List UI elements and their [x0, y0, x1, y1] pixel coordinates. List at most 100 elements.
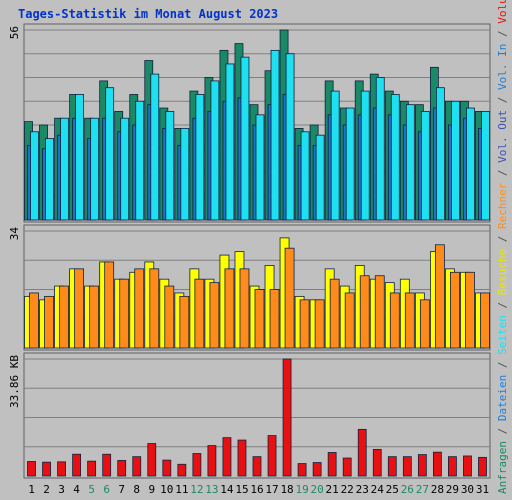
- bar-dateien-day-6: [105, 87, 115, 221]
- x-label-day-23: 23: [356, 483, 369, 496]
- bar-rechner-day-5: [89, 285, 100, 349]
- bar-dateien-day-17: [270, 49, 280, 221]
- bar-volumen-day-18: [282, 358, 292, 477]
- x-label-day-24: 24: [371, 483, 385, 496]
- bar-dateien-day-11: [180, 127, 190, 221]
- bar-rechner-day-24: [374, 275, 385, 349]
- bar-dateien-day-30: [466, 107, 475, 221]
- bar-volumen-day-27: [417, 454, 427, 477]
- x-label-day-4: 4: [73, 483, 80, 496]
- bar-rechner-day-27: [419, 299, 430, 349]
- bar-dateien-day-2: [45, 138, 54, 221]
- bar-dateien-day-10: [165, 111, 175, 221]
- bar-dateien-day-28: [435, 87, 445, 221]
- panel-besuche-rechner: [23, 224, 491, 351]
- x-label-day-13: 13: [205, 483, 218, 496]
- bar-rechner-day-18: [284, 247, 295, 349]
- bar-dateien-day-26: [405, 104, 415, 221]
- bar-dateien-day-18: [285, 53, 295, 221]
- legend-item-4: Seiten: [496, 315, 509, 355]
- bar-volumen-day-26: [402, 456, 412, 477]
- bar-volumen-day-1: [27, 461, 36, 477]
- bar-volumen-day-29: [448, 456, 457, 477]
- legend-item-5: /: [496, 295, 509, 315]
- legend-item-2: Dateien: [496, 375, 509, 421]
- x-label-day-14: 14: [220, 483, 234, 496]
- x-label-day-30: 30: [461, 483, 474, 496]
- bar-rechner-day-14: [224, 268, 235, 349]
- bar-dateien-day-22: [345, 107, 355, 221]
- bar-dateien-day-13: [210, 80, 220, 221]
- x-label-day-28: 28: [431, 483, 444, 496]
- bar-rechner-day-2: [44, 295, 54, 349]
- legend-item-12: Vol. In: [496, 44, 509, 90]
- bar-volumen-day-12: [192, 453, 202, 477]
- right-axis-legend: Anfragen / Dateien / Seiten / Besuche / …: [496, 0, 509, 494]
- x-label-day-18: 18: [280, 483, 293, 496]
- bar-volumen-day-9: [147, 443, 157, 477]
- bar-dateien-day-23: [360, 90, 370, 221]
- bar-rechner-day-22: [344, 292, 355, 349]
- legend-item-13: /: [496, 24, 509, 44]
- bar-volumen-day-30: [463, 455, 472, 477]
- bar-rechner-day-15: [239, 268, 250, 349]
- bar-dateien-day-19: [300, 131, 310, 221]
- bar-volumen-day-23: [357, 428, 367, 477]
- bar-dateien-day-21: [330, 90, 340, 221]
- bar-volumen-day-22: [342, 457, 352, 477]
- legend-item-10: Vol. Out: [496, 110, 509, 163]
- x-label-day-5: 5: [88, 483, 95, 496]
- bar-volumen-day-11: [177, 463, 187, 477]
- bar-dateien-day-7: [120, 117, 130, 221]
- y-max-label-volumen: 33.86 KB: [8, 355, 21, 408]
- bar-rechner-day-9: [149, 268, 160, 349]
- bar-dateien-day-20: [315, 134, 325, 221]
- bar-rechner-day-31: [480, 292, 490, 349]
- bar-dateien-day-4: [75, 94, 85, 221]
- bar-dateien-day-9: [150, 73, 160, 221]
- legend-item-8: Rechner: [496, 182, 509, 229]
- y-axis-labels: 56 34 33.86 KB: [8, 26, 21, 408]
- x-label-day-7: 7: [118, 483, 125, 496]
- legend-item-11: /: [496, 90, 509, 110]
- bar-rechner-day-20: [314, 299, 325, 349]
- legend-item-1: /: [496, 421, 509, 441]
- x-label-day-10: 10: [160, 483, 173, 496]
- bar-rechner-day-6: [104, 261, 115, 349]
- bar-rechner-day-4: [74, 268, 85, 349]
- bar-rechner-day-16: [254, 289, 265, 349]
- bar-volumen-day-16: [252, 456, 262, 477]
- bar-dateien-day-12: [195, 94, 205, 221]
- bar-volumen-day-31: [478, 456, 487, 477]
- bar-volumen-day-19: [297, 463, 307, 477]
- bar-dateien-day-25: [390, 94, 400, 221]
- x-label-day-12: 12: [190, 483, 203, 496]
- legend-item-7: /: [496, 229, 509, 249]
- bar-volumen-day-13: [207, 445, 217, 477]
- x-label-day-15: 15: [235, 483, 248, 496]
- x-label-day-16: 16: [250, 483, 263, 496]
- bar-rechner-day-30: [465, 271, 475, 349]
- x-axis-labels: 1 2 3 4 5 6 7 8 9 10 11 12 13 14 15 16 17 18 19 20 21 22 23 24 2…: [28, 483, 489, 496]
- bar-dateien-day-15: [240, 56, 250, 221]
- bar-rechner-day-7: [119, 278, 130, 349]
- x-label-day-21: 21: [326, 483, 339, 496]
- bar-rechner-day-21: [329, 278, 340, 349]
- bar-volumen-day-8: [132, 456, 142, 477]
- bar-dateien-day-29: [451, 100, 460, 221]
- bar-dateien-day-5: [90, 117, 100, 221]
- bar-volumen-day-28: [432, 451, 442, 477]
- legend-item-3: /: [496, 355, 509, 375]
- x-label-day-11: 11: [175, 483, 188, 496]
- x-label-day-8: 8: [133, 483, 140, 496]
- bar-dateien-day-24: [375, 77, 385, 221]
- bar-rechner-day-17: [269, 289, 280, 349]
- bar-volumen-day-15: [237, 439, 247, 477]
- bar-rechner-day-3: [59, 285, 69, 349]
- bar-rechner-day-29: [450, 271, 460, 349]
- bar-rechner-day-25: [389, 292, 400, 349]
- x-label-day-1: 1: [28, 483, 35, 496]
- bar-rechner-day-1: [29, 292, 39, 349]
- bar-volumen-day-25: [387, 456, 397, 477]
